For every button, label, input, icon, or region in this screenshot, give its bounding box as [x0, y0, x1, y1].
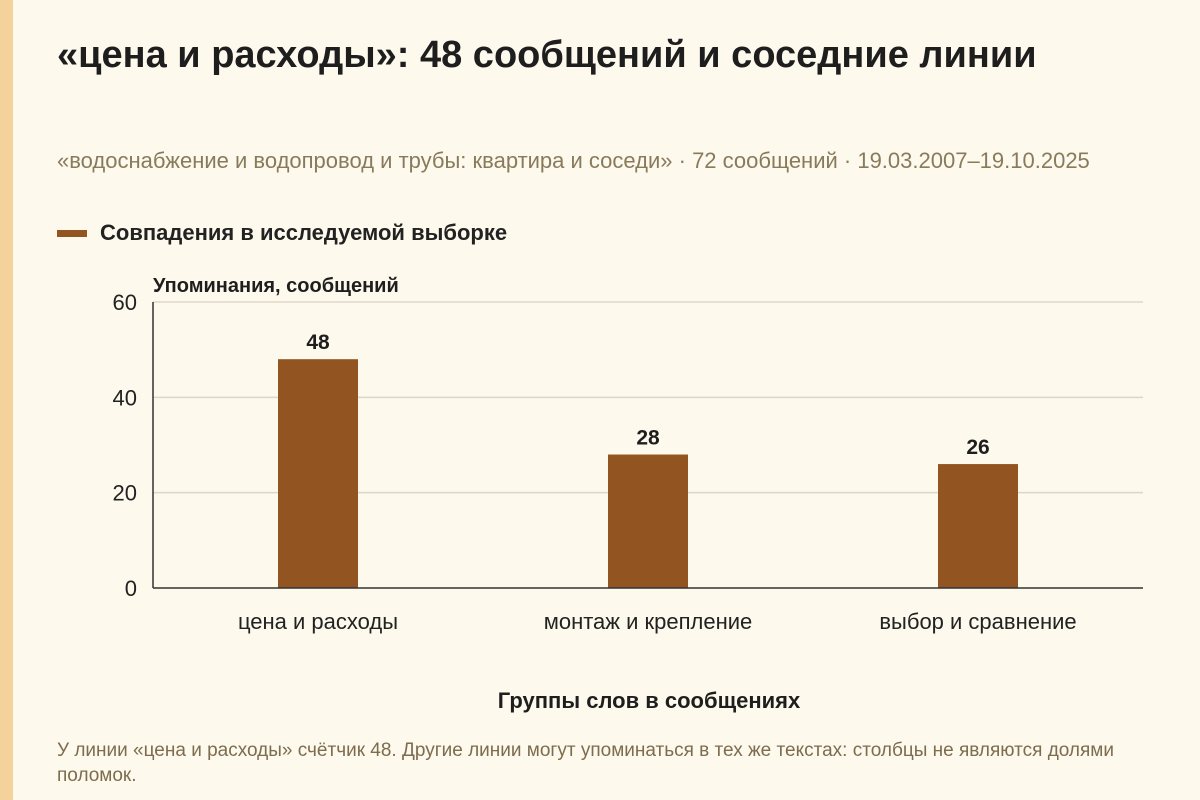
legend-label: Совпадения в исследуемой выборке — [100, 220, 508, 245]
data-labels: 48 28 26 — [306, 331, 989, 459]
x-axis-label: Группы слов в сообщениях — [498, 688, 801, 713]
y-tick-label: 0 — [125, 576, 137, 601]
bar — [278, 359, 358, 588]
x-tick-label: монтаж и крепление — [544, 609, 753, 634]
y-tick-labels: 0 20 40 60 — [113, 290, 137, 601]
legend-swatch — [57, 229, 87, 237]
bar-chart: 0 20 40 60 48 28 26 цена и расходы монтаж и кр… — [113, 275, 1143, 713]
bar — [608, 454, 688, 588]
bar — [938, 464, 1018, 588]
y-tick-label: 60 — [113, 290, 137, 315]
chart-title: «цена и расходы»: 48 сообщений и соседни… — [57, 34, 1037, 76]
x-tick-label: выбор и сравнение — [879, 609, 1076, 634]
y-tick-label: 40 — [113, 385, 137, 410]
legend: Совпадения в исследуемой выборке — [57, 219, 507, 247]
y-axis-label: Упоминания, сообщений — [153, 275, 399, 297]
x-tick-labels: цена и расходы монтаж и крепление выбор и … — [238, 609, 1077, 634]
accent-strip — [0, 0, 13, 800]
chart-subtitle: «водоснабжение и водопровод и трубы: ква… — [57, 148, 1090, 173]
x-tick-label: цена и расходы — [238, 609, 398, 634]
data-label: 26 — [966, 436, 989, 459]
y-tick-label: 20 — [113, 481, 137, 506]
data-label: 48 — [306, 331, 330, 354]
bars — [278, 359, 1018, 588]
footnote: У линии «цена и расходы» счётчик 48. Дру… — [57, 740, 1114, 786]
data-label: 28 — [636, 427, 660, 450]
